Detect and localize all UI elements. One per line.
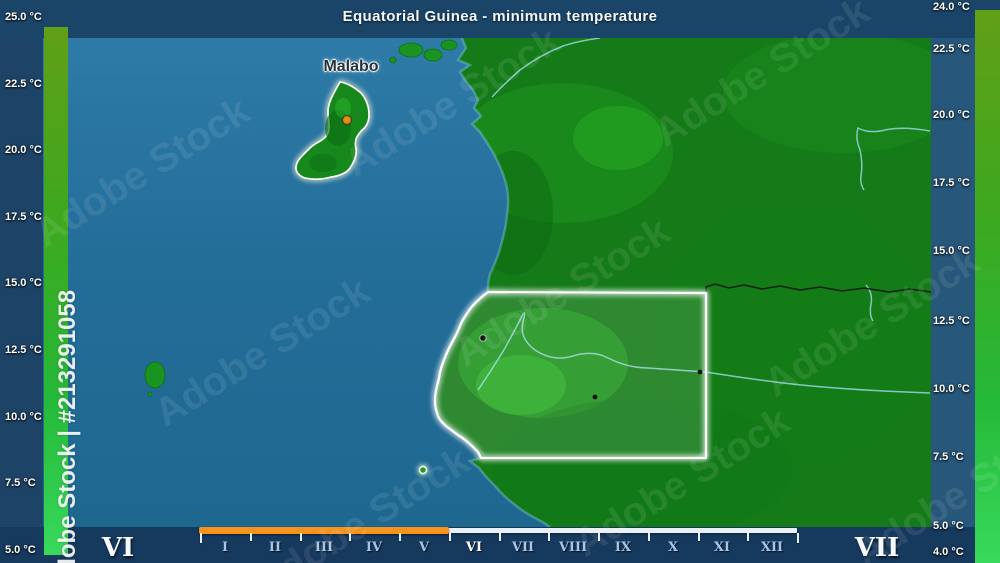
river xyxy=(856,126,931,191)
right-scale-label: 24.0 °C xyxy=(933,1,970,13)
month-label: XI xyxy=(713,540,731,555)
right-scale-label: 12.5 °C xyxy=(933,315,970,327)
month-label: IV xyxy=(365,540,383,555)
month-label: XII xyxy=(760,540,784,555)
bata-city-dot xyxy=(479,334,487,342)
timeline-progress xyxy=(199,527,449,534)
left-scale-label: 17.5 °C xyxy=(5,211,42,223)
map-svg xyxy=(43,37,932,529)
malabo-capital-marker xyxy=(341,114,353,126)
left-scale-label: 25.0 °C xyxy=(5,11,42,23)
period-label-right: VII xyxy=(854,533,900,563)
city-dot xyxy=(697,369,703,375)
river xyxy=(865,284,874,322)
left-scale-label: 20.0 °C xyxy=(5,144,42,156)
timeline: VI VII I II III IV V VI VII VIII IX X XI… xyxy=(0,527,1000,563)
city-markers xyxy=(341,114,703,400)
month-label: VIII xyxy=(558,540,588,555)
period-label-left: VI xyxy=(101,533,135,563)
timeline-track xyxy=(200,528,797,533)
right-scale-label: 15.0 °C xyxy=(933,245,970,257)
month-label: III xyxy=(314,540,334,555)
city-dot xyxy=(592,394,598,400)
left-scale-label: 10.0 °C xyxy=(5,411,42,423)
corisco-island xyxy=(418,465,428,475)
watermark-vertical: Adobe Stock | #213291058 xyxy=(54,289,81,563)
sao-tome-island xyxy=(144,361,166,389)
month-label-active: VI xyxy=(465,540,483,555)
timeline-tick xyxy=(300,533,302,541)
right-scale-label: 10.0 °C xyxy=(933,383,970,395)
timeline-tick xyxy=(698,533,700,541)
coastal-islands xyxy=(144,39,458,397)
river xyxy=(491,37,601,98)
right-scale-label: 4.0 °C xyxy=(933,546,964,558)
month-label: IX xyxy=(614,540,632,555)
timeline-tick xyxy=(548,533,550,541)
title-band xyxy=(0,0,1000,38)
timeline-tick xyxy=(747,533,749,541)
right-scale-label: 7.5 °C xyxy=(933,451,964,463)
eq-mainland-border xyxy=(433,290,708,460)
timeline-tick xyxy=(797,533,799,543)
country-border-line xyxy=(705,283,932,293)
timeline-tick xyxy=(399,533,401,541)
timeline-tick xyxy=(349,533,351,541)
left-scale-label: 22.5 °C xyxy=(5,78,42,90)
month-label: VII xyxy=(511,540,535,555)
right-colorbar xyxy=(975,10,1000,563)
month-label: II xyxy=(268,540,282,555)
month-label: I xyxy=(221,540,229,555)
timeline-tick xyxy=(499,533,501,541)
timeline-tick xyxy=(200,533,202,543)
malabo-label: Malabo xyxy=(323,58,379,75)
right-scale-label: 5.0 °C xyxy=(933,520,964,532)
timeline-tick xyxy=(449,533,451,541)
right-scale-label: 17.5 °C xyxy=(933,177,970,189)
map-canvas xyxy=(43,37,932,529)
left-scale-label: 5.0 °C xyxy=(5,544,36,556)
left-panel xyxy=(0,0,43,563)
left-scale-label: 12.5 °C xyxy=(5,344,42,356)
page-title: Equatorial Guinea - minimum temperature xyxy=(342,8,658,25)
timeline-tick xyxy=(250,533,252,541)
right-scale-label: 22.5 °C xyxy=(933,43,970,55)
month-label: X xyxy=(667,540,679,555)
timeline-tick xyxy=(598,533,600,541)
month-label: V xyxy=(418,540,430,555)
right-scale-label: 20.0 °C xyxy=(933,109,970,121)
left-scale-label: 7.5 °C xyxy=(5,477,36,489)
left-colorbar xyxy=(44,27,68,555)
left-scale-label: 15.0 °C xyxy=(5,277,42,289)
timeline-tick xyxy=(648,533,650,541)
